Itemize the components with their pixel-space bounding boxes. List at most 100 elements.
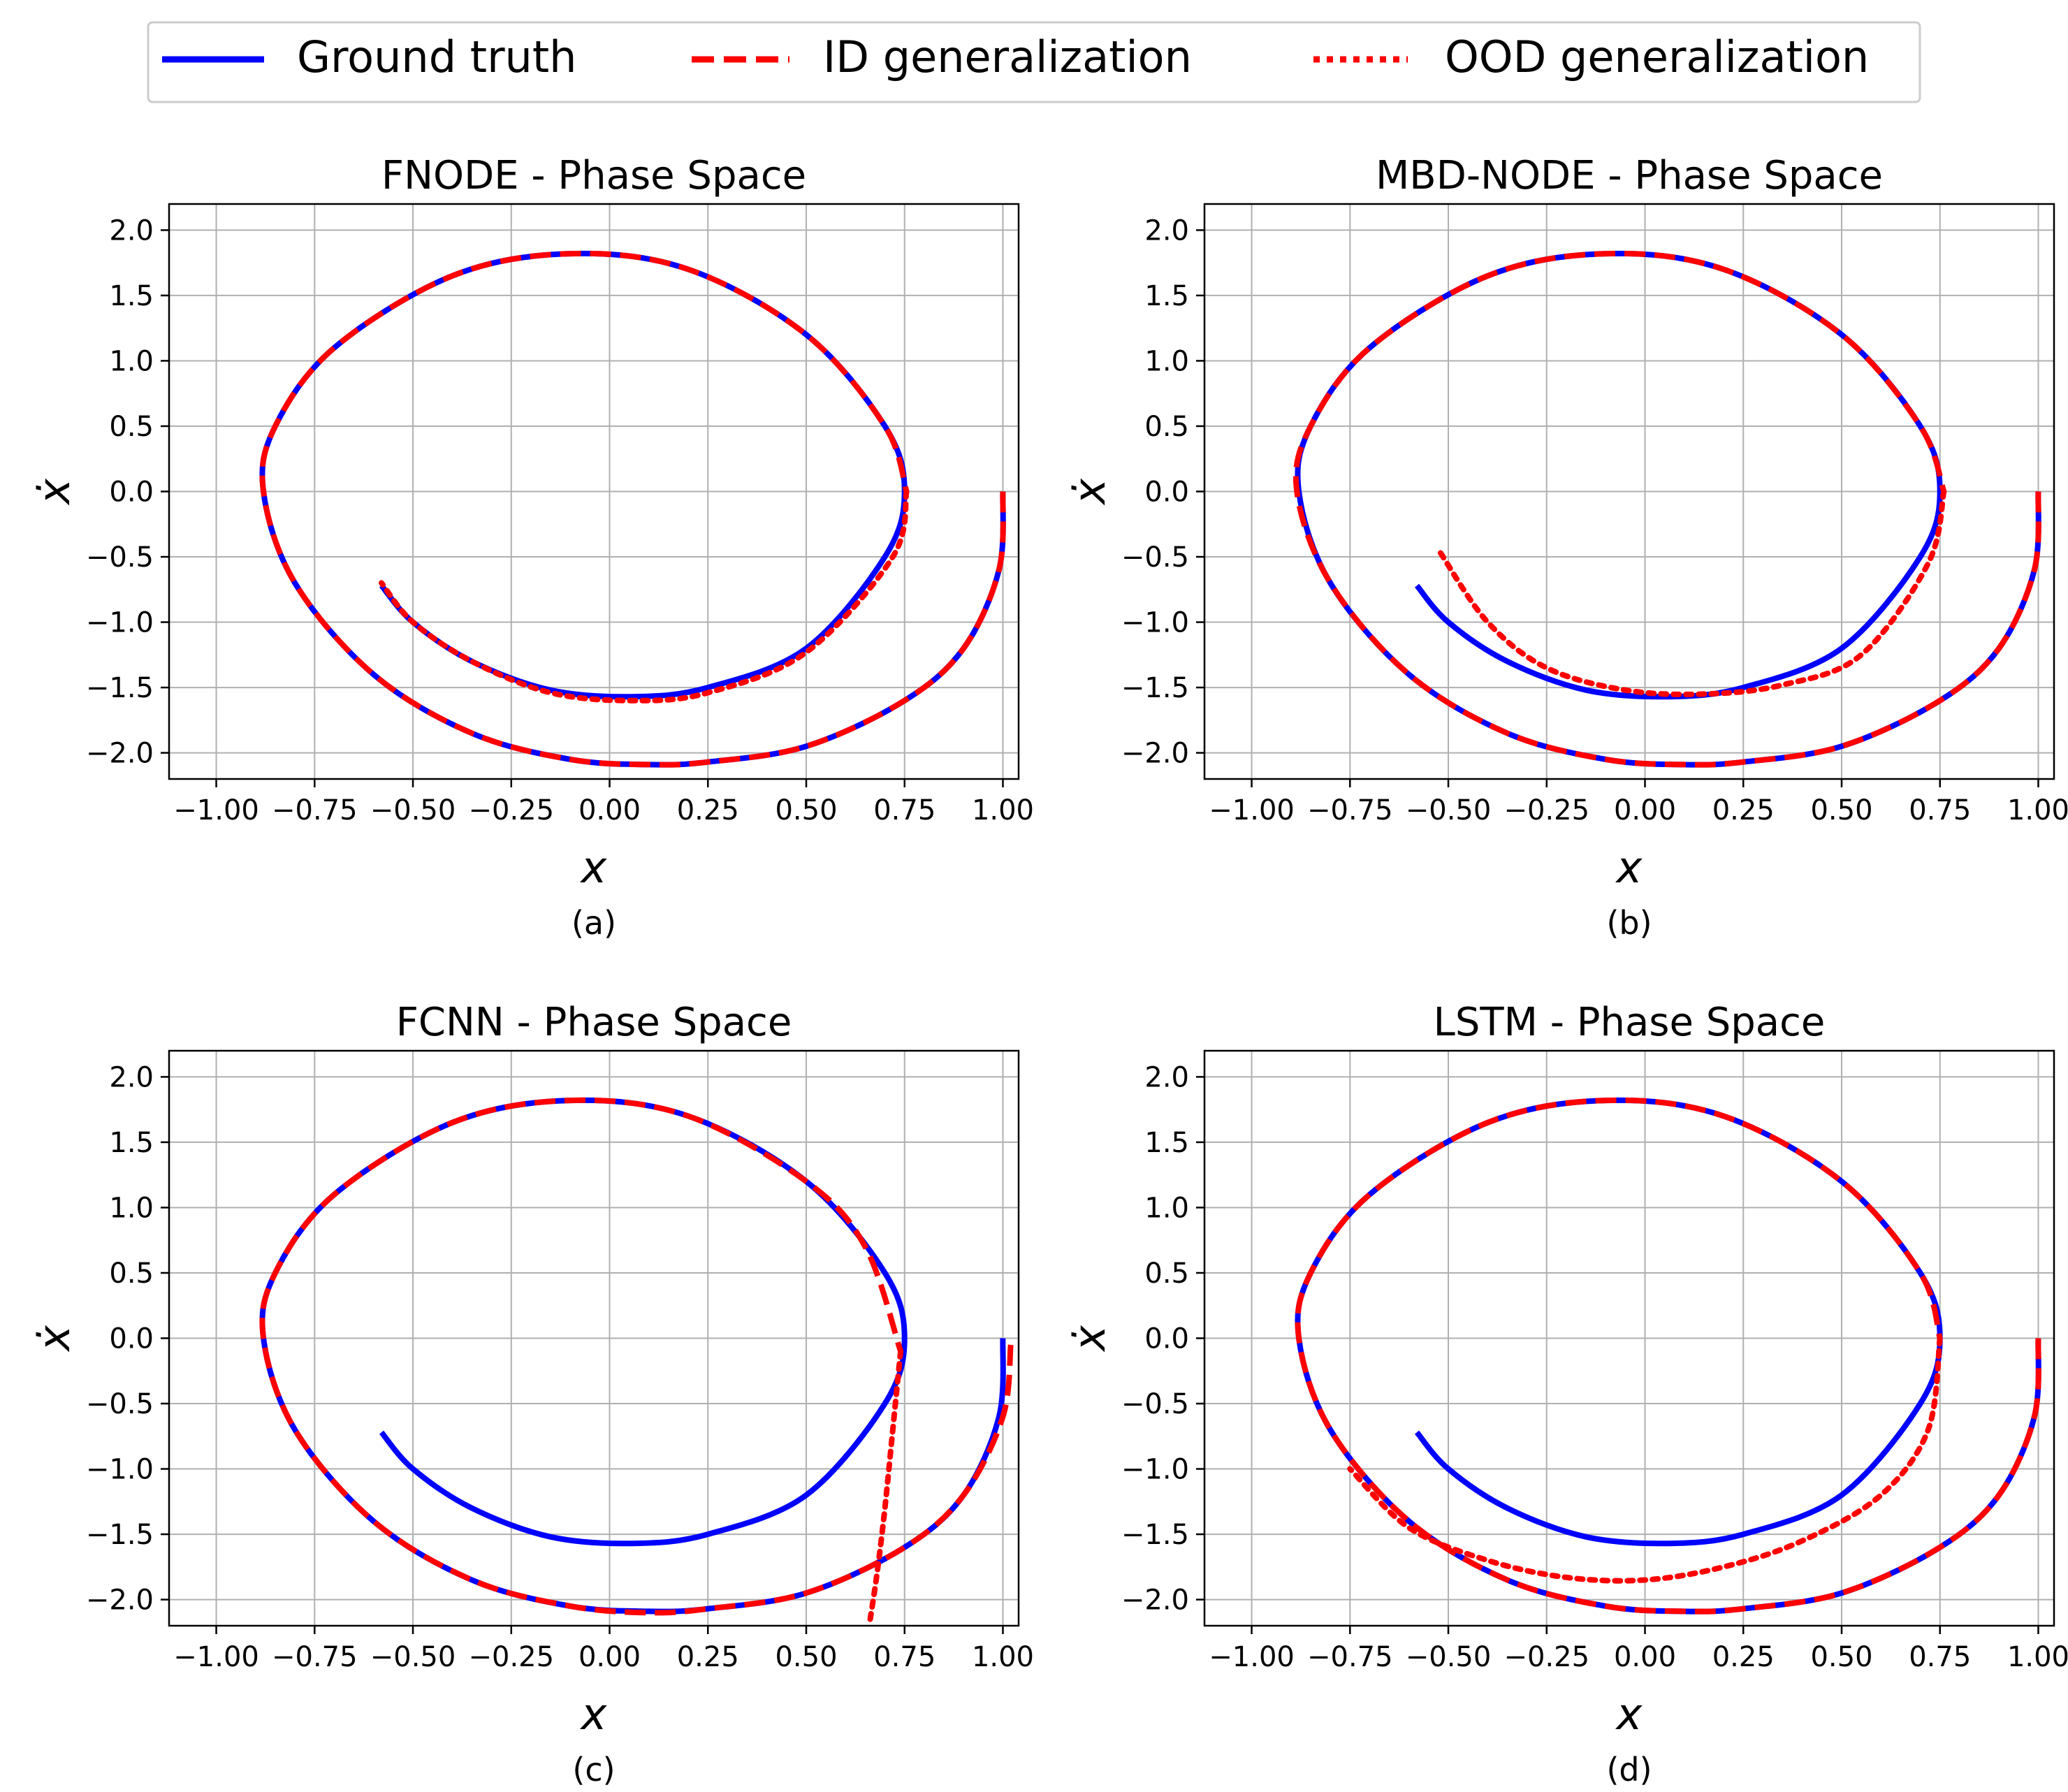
x-tick-label: 0.50 <box>775 1641 837 1673</box>
y-tick-label: −1.5 <box>1121 672 1189 704</box>
x-tick-label: 0.25 <box>1712 794 1775 826</box>
y-tick-label: 0.5 <box>1144 1258 1189 1290</box>
y-axis-label: ẋ <box>29 1325 80 1353</box>
chart-title: FNODE - Phase Space <box>381 153 806 198</box>
series-id-generalization <box>259 1097 1014 1616</box>
y-tick-label: 1.0 <box>109 345 154 377</box>
x-tick-label: 0.75 <box>873 794 935 826</box>
x-tick-label: 0.00 <box>578 1641 641 1673</box>
legend-entry-ground-truth: Ground truth <box>162 31 576 82</box>
legend-entry-id-generalization: ID generalization <box>692 31 1192 82</box>
x-tick-label: −0.50 <box>370 794 456 826</box>
series-id-generalization <box>1295 1097 2041 1615</box>
x-tick-label: −1.00 <box>173 1641 259 1673</box>
legend-entry-ood-generalization: OOD generalization <box>1313 31 1869 82</box>
x-tick-label: 0.25 <box>1712 1641 1775 1673</box>
x-tick-label: 0.50 <box>1810 1641 1872 1673</box>
y-tick-label: −0.5 <box>1121 1388 1189 1420</box>
subplot-b: −1.00 −0.75 −0.50 −0.25 0.00 0.25 0.50 0.75 1.00… <box>1064 153 2068 942</box>
subplot-caption: (a) <box>571 904 616 942</box>
x-tick-label: 0.75 <box>873 1641 935 1673</box>
subplot-a: −1.00 −0.75 −0.50 −0.25 0.00 0.25 0.50 0.75 1.00… <box>29 153 1034 942</box>
y-tick-label: −2.0 <box>1121 738 1189 770</box>
x-tick-label: 0.00 <box>1614 1641 1676 1673</box>
y-axis-label: ẋ <box>1064 1325 1115 1353</box>
chart-title: LSTM - Phase Space <box>1434 1000 1826 1045</box>
y-tick-label: 2.0 <box>109 1061 154 1093</box>
y-tick-label: 1.0 <box>1144 345 1189 377</box>
legend: Ground truth ID generalization OOD gener… <box>147 21 1921 103</box>
subplot-grid: −1.00 −0.75 −0.50 −0.25 0.00 0.25 0.50 0.75 1.00… <box>29 153 2068 1789</box>
x-tick-label: 0.75 <box>1909 794 1971 826</box>
series-group <box>259 1097 1014 1626</box>
y-tick-label: −0.5 <box>86 541 154 574</box>
legend-label: ID generalization <box>823 31 1192 82</box>
x-tick-label: −1.00 <box>1209 1641 1295 1673</box>
x-axis-label: x <box>580 1689 608 1740</box>
y-tick-label: 0.0 <box>1144 476 1189 509</box>
y-tick-label: 0.5 <box>109 411 154 443</box>
subplot-caption: (c) <box>572 1751 615 1789</box>
y-tick-label: −2.0 <box>1121 1585 1189 1617</box>
y-tick-label: −1.5 <box>86 672 154 704</box>
y-axis-label: ẋ <box>1064 478 1115 506</box>
chart-title: FCNN - Phase Space <box>396 1000 792 1045</box>
x-tick-label: 0.00 <box>1614 794 1676 826</box>
legend-label: Ground truth <box>297 31 576 82</box>
y-tick-label: 2.0 <box>1144 1061 1189 1093</box>
x-tick-label: −0.75 <box>1307 794 1393 826</box>
y-tick-label: −1.0 <box>86 1454 154 1486</box>
subplot-caption: (b) <box>1606 904 1652 942</box>
x-tick-label: −0.25 <box>468 794 554 826</box>
subplot-d: −1.00 −0.75 −0.50 −0.25 0.00 0.25 0.50 0.75 1.00… <box>1064 1000 2068 1789</box>
x-tick-label: 0.75 <box>1909 1641 1971 1673</box>
y-axis-label: ẋ <box>29 478 80 506</box>
x-tick-label: 0.50 <box>1810 794 1872 826</box>
x-tick-label: −0.25 <box>1503 1641 1589 1673</box>
series-ood-generalization <box>1347 1335 1943 1584</box>
y-tick-label: 1.0 <box>109 1192 154 1224</box>
y-tick-label: 0.5 <box>109 1258 154 1290</box>
y-tick-label: −1.5 <box>86 1519 154 1551</box>
x-axis-label: x <box>580 842 608 893</box>
y-tick-label: 1.5 <box>1144 280 1189 312</box>
x-tick-label: 1.00 <box>972 794 1034 826</box>
x-tick-label: −0.25 <box>468 1641 554 1673</box>
legend-label: OOD generalization <box>1445 31 1869 82</box>
y-tick-label: 0.5 <box>1144 411 1189 443</box>
legend-frame <box>147 21 1921 103</box>
subplot-caption: (d) <box>1606 1751 1652 1789</box>
y-tick-label: 1.5 <box>1144 1127 1189 1159</box>
series-ood-generalization <box>866 1348 904 1626</box>
series-group <box>1292 250 2041 768</box>
x-axis-label: x <box>1615 842 1643 893</box>
y-tick-label: 2.0 <box>1144 214 1189 247</box>
y-tick-label: −2.0 <box>86 1585 154 1617</box>
x-tick-label: −0.50 <box>1406 1641 1492 1673</box>
y-tick-label: 0.0 <box>109 476 154 509</box>
subplot-c: −1.00 −0.75 −0.50 −0.25 0.00 0.25 0.50 0.75 1.00… <box>29 1000 1034 1789</box>
series-ood-generalization <box>379 488 910 704</box>
y-tick-label: 0.0 <box>109 1323 154 1355</box>
y-tick-label: 2.0 <box>109 214 154 247</box>
x-tick-label: 1.00 <box>2007 794 2068 826</box>
series-id-generalization <box>259 250 1006 768</box>
y-tick-label: −0.5 <box>1121 541 1189 574</box>
y-tick-label: −1.0 <box>1121 607 1189 639</box>
x-tick-label: −0.50 <box>1406 794 1492 826</box>
x-tick-label: −1.00 <box>1209 794 1295 826</box>
x-tick-label: −1.00 <box>173 794 259 826</box>
x-tick-label: −0.25 <box>1503 794 1589 826</box>
y-tick-label: 1.5 <box>109 280 154 312</box>
y-tick-label: 0.0 <box>1144 1323 1189 1355</box>
chart-title: MBD-NODE - Phase Space <box>1376 153 1883 198</box>
y-tick-label: −1.0 <box>1121 1454 1189 1486</box>
series-group <box>259 250 1006 768</box>
x-tick-label: 1.00 <box>972 1641 1034 1673</box>
y-tick-label: −1.5 <box>1121 1519 1189 1551</box>
y-tick-label: −1.0 <box>86 607 154 639</box>
y-tick-label: −0.5 <box>86 1388 154 1420</box>
x-tick-label: 0.25 <box>677 1641 739 1673</box>
y-tick-label: 1.5 <box>109 1127 154 1159</box>
